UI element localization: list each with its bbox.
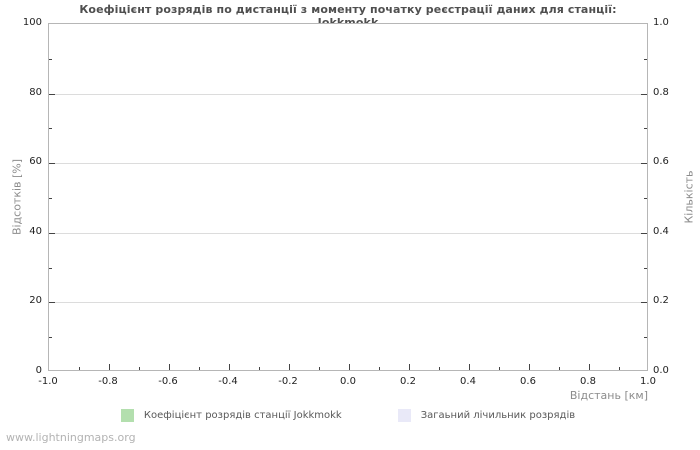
y-left-tick: [49, 198, 52, 199]
x-tick-label: 1.0: [640, 376, 656, 387]
legend: Коефіцієнт розрядів станції Jokkmokk Заг…: [48, 409, 648, 422]
y-left-tick: [49, 93, 55, 95]
y-left-tick: [49, 302, 55, 304]
y-right-tick: [641, 302, 647, 304]
y-right-tick-label: 0.2: [653, 295, 669, 307]
legend-label-counter: Загаьний лічильник розрядів: [420, 410, 576, 421]
y-right-tick: [644, 58, 647, 60]
legend-swatch-coefficient: [120, 409, 134, 422]
y-right-tick-label: 0.8: [653, 86, 669, 98]
y-right-tick: [644, 337, 647, 339]
x-tick: [139, 367, 140, 370]
legend-label-coefficient: Коефіцієнт розрядів станції Jokkmokk: [143, 410, 342, 421]
y-right-tick-label: 1.0: [653, 17, 669, 28]
y-left-axis-label: Відсотків [%]: [10, 158, 24, 236]
x-tick-label: -0.2: [278, 376, 298, 387]
x-tick: [439, 367, 440, 370]
gridline: [49, 93, 647, 95]
x-tick: [289, 364, 290, 370]
y-left-tick: [49, 128, 52, 130]
y-left-tick: [49, 267, 52, 269]
x-tick-label: 0.6: [520, 376, 536, 387]
x-tick-label: -0.8: [98, 376, 118, 387]
x-tick: [499, 367, 500, 370]
x-tick: [169, 364, 170, 370]
x-tick-label: 0.2: [400, 376, 416, 387]
y-left-tick-label: 80: [29, 86, 42, 98]
x-tick: [559, 367, 560, 370]
y-right-tick: [644, 198, 647, 199]
y-right-tick: [641, 163, 647, 165]
gridline: [49, 302, 647, 304]
x-tick-label: 0.4: [460, 376, 476, 387]
x-tick: [409, 364, 410, 370]
x-tick-label: 0.8: [580, 376, 596, 387]
x-tick: [349, 364, 350, 370]
y-right-tick-label: 0.6: [653, 156, 669, 168]
y-left-tick-label: 0: [35, 365, 42, 376]
y-left-tick-label: 40: [29, 225, 42, 237]
plot-area: [48, 23, 648, 371]
x-tick-label: 0.0: [340, 376, 356, 387]
x-tick: [259, 367, 260, 370]
y-right-tick-label: 0.0: [653, 365, 669, 376]
y-right-tick-label: 0.4: [653, 225, 669, 237]
y-left-tick: [49, 58, 52, 60]
legend-item-coefficient: Коефіцієнт розрядів станції Jokkmokk: [120, 409, 342, 422]
gridline: [49, 163, 647, 165]
x-tick: [469, 364, 470, 370]
x-tick: [379, 367, 380, 370]
x-tick: [109, 364, 110, 370]
y-left-tick-label: 100: [22, 17, 42, 28]
x-tick: [589, 364, 590, 370]
x-axis-label: Відстань [км]: [569, 389, 648, 402]
y-left-tick: [49, 232, 55, 234]
legend-swatch-counter: [397, 409, 411, 422]
x-tick: [319, 367, 320, 370]
watermark: www.lightningmaps.org: [6, 431, 136, 444]
y-left-tick: [49, 163, 55, 165]
x-tick-label: -0.4: [218, 376, 238, 387]
y-right-tick: [641, 93, 647, 95]
gridline: [49, 232, 647, 234]
y-right-tick: [641, 232, 647, 234]
x-tick: [619, 367, 620, 370]
x-tick-label: -1.0: [38, 376, 58, 387]
y-left-tick-label: 60: [29, 156, 42, 168]
x-tick: [229, 364, 230, 370]
legend-item-counter: Загаьний лічильник розрядів: [397, 409, 576, 422]
x-tick-label: -0.6: [158, 376, 178, 387]
y-left-tick-label: 20: [29, 295, 42, 307]
y-right-tick: [644, 267, 647, 269]
x-tick: [199, 367, 200, 370]
y-left-tick: [49, 337, 52, 339]
y-right-tick: [644, 128, 647, 130]
x-tick: [529, 364, 530, 370]
x-tick: [79, 367, 80, 370]
y-right-axis-label: Кількість: [682, 170, 696, 224]
